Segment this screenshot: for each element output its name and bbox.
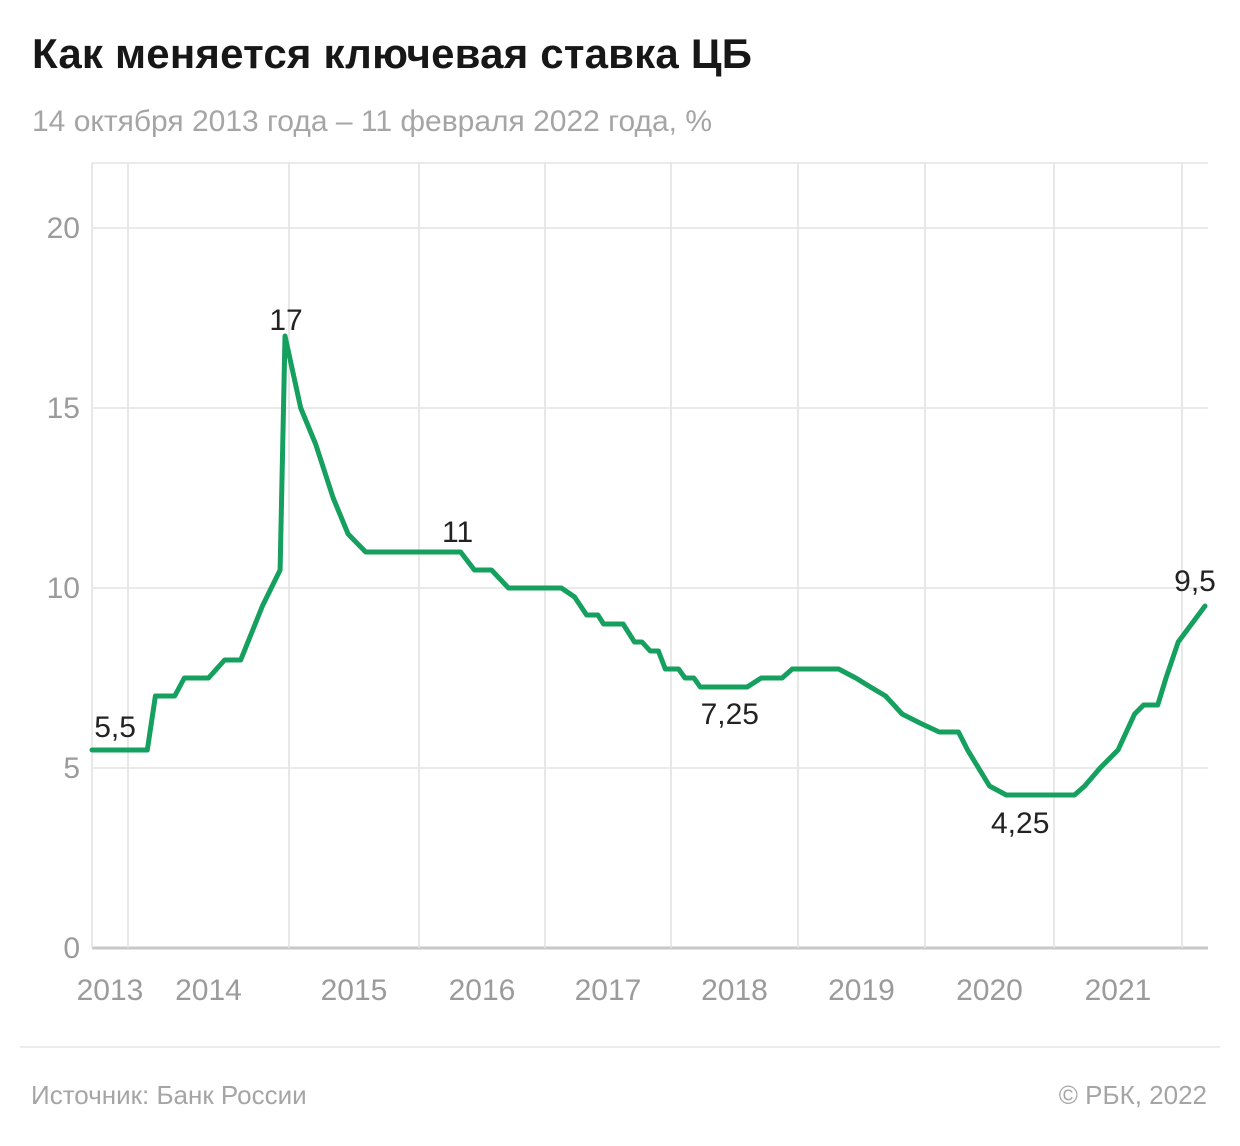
x-tick-label: 2016 — [449, 974, 516, 1007]
x-tick-label: 2015 — [321, 974, 388, 1007]
x-tick-label: 2019 — [828, 974, 895, 1007]
page-title: Как меняется ключевая ставка ЦБ — [32, 30, 753, 77]
x-tick-label: 2021 — [1085, 974, 1152, 1007]
y-tick-label: 5 — [63, 752, 80, 785]
value-annotation: 17 — [269, 304, 302, 337]
value-annotation: 9,5 — [1174, 565, 1216, 598]
footer-divider — [20, 1046, 1220, 1048]
page-subtitle: 14 октября 2013 года – 11 февраля 2022 г… — [32, 105, 713, 138]
y-tick-label: 0 — [63, 932, 80, 965]
copyright-label: © РБК, 2022 — [1058, 1080, 1207, 1110]
y-tick-label: 20 — [47, 212, 80, 245]
value-annotation: 11 — [442, 516, 473, 549]
value-annotation: 7,25 — [701, 698, 759, 731]
x-tick-label: 2018 — [701, 974, 768, 1007]
source-label: Источник: Банк России — [31, 1080, 307, 1110]
x-tick-label: 2020 — [956, 974, 1023, 1007]
key-rate-line-chart: 0 5 10 15 20 2013 2014 2015 2016 2017 2018 2019 2020… — [47, 162, 1216, 1007]
value-annotation: 5,5 — [94, 711, 136, 744]
value-annotation: 4,25 — [991, 807, 1049, 840]
x-tick-label: 2017 — [575, 974, 642, 1007]
y-tick-label: 15 — [47, 392, 80, 425]
x-tick-label: 2013 — [77, 974, 144, 1007]
rate-line — [89, 333, 1208, 798]
y-tick-label: 10 — [47, 572, 80, 605]
x-tick-label: 2014 — [175, 974, 242, 1007]
